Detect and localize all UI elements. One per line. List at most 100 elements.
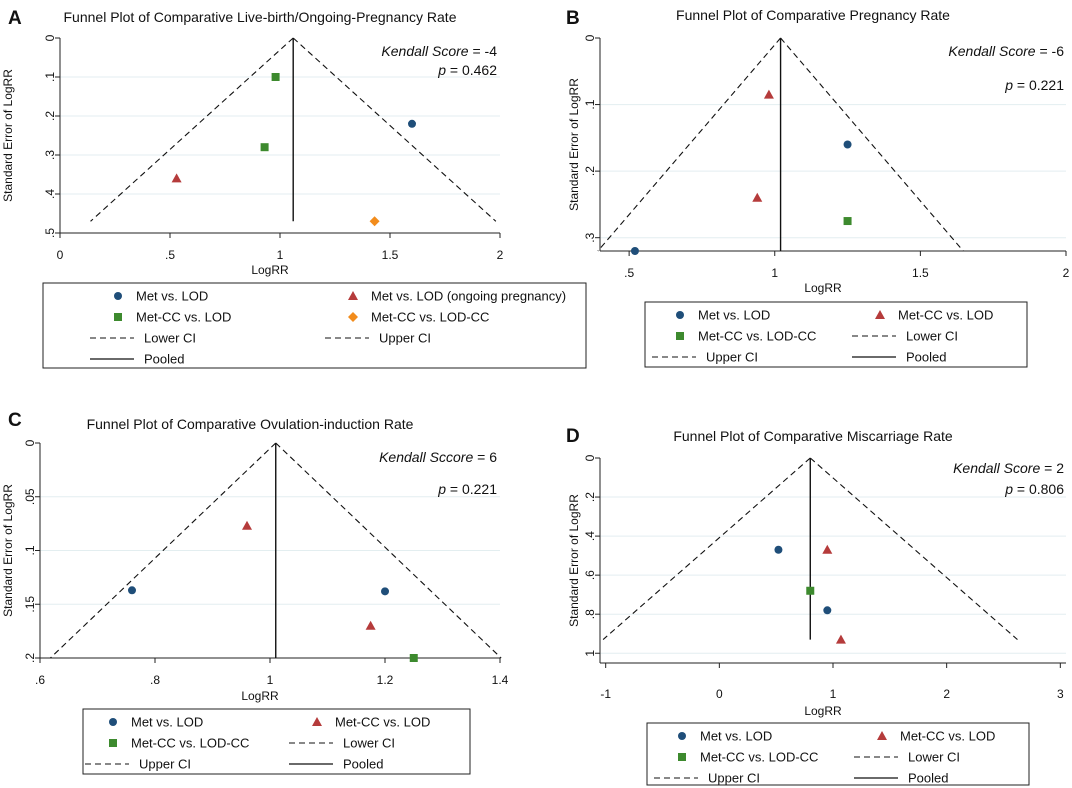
y-tick-label: .2 (23, 653, 37, 663)
upper-ci-line (780, 37, 964, 252)
lower-ci-line (597, 37, 781, 252)
y-axis-label: Standard Error of LogRR (567, 78, 581, 211)
kendall-score: Kendall Score = -6 (948, 43, 1064, 59)
legend-label: Met-CC vs. LOD-CC (698, 329, 816, 344)
y-axis-label: Standard Error of LogRR (1, 69, 15, 202)
y-tick-label: .1 (23, 545, 37, 555)
kendall-label: Kendall Score (953, 460, 1040, 476)
panel-b: B Funnel Plot of Comparative Pregnancy Ra… (566, 7, 1070, 368)
kendall-score: Kendall Score = -4 (381, 43, 497, 59)
y-tick-label: .3 (43, 150, 57, 160)
legend-box (42, 282, 587, 369)
p-number: = 0.221 (446, 481, 497, 497)
y-tick-label: .5 (43, 228, 57, 238)
data-point-met-cc-vs-lod (763, 89, 774, 99)
x-tick-label: 3 (1057, 687, 1064, 701)
p-label: p (437, 481, 446, 497)
legend-label: Met vs. LOD (ongoing pregnancy) (371, 289, 566, 304)
x-tick-label: .5 (624, 266, 634, 280)
upper-ci-line (275, 442, 502, 659)
data-point-met-cc-vs-lod (365, 620, 376, 630)
legend-marker-met-cc-vs-lod-cc (348, 312, 358, 322)
x-tick-label: .5 (165, 248, 175, 262)
lower-ci-line (602, 457, 811, 640)
chart-title: Funnel Plot of Comparative Ovulation-ind… (87, 416, 414, 432)
legend-label: Met-CC vs. LOD (136, 310, 231, 325)
legend-marker-met-vs-lod (114, 292, 122, 300)
panel-a: A Funnel Plot of Comparative Live-birth/O… (1, 8, 587, 369)
legend-marker-met-cc-vs-lod (877, 731, 887, 740)
legend-label: Met-CC vs. LOD-CC (131, 736, 249, 751)
data-point-met-cc-vs-lod (271, 73, 280, 81)
p-label: p (1004, 481, 1013, 497)
legend-marker-met-vs-lod (109, 718, 117, 726)
legend-label: Met vs. LOD (700, 729, 772, 744)
x-axis-label: LogRR (241, 689, 279, 703)
p-value: p = 0.221 (1004, 77, 1064, 93)
legend-marker-met-vs-lod (678, 732, 686, 740)
panel-d: D Funnel Plot of Comparative Miscarriage … (566, 426, 1066, 786)
x-tick-label: .8 (150, 673, 160, 687)
p-number: = 0.221 (1013, 77, 1064, 93)
legend-marker-met-cc-vs-lod (312, 717, 322, 726)
legend-label: Met-CC vs. LOD (335, 715, 430, 730)
y-axis-label: Standard Error of LogRR (1, 484, 15, 617)
p-value: p = 0.806 (1004, 481, 1064, 497)
x-axis-label: LogRR (804, 281, 842, 295)
x-tick-label: 1 (277, 248, 284, 262)
y-tick-label: 1 (583, 650, 597, 657)
panel-label: A (8, 8, 22, 29)
data-point-met-vs-lod-ongoing-pregnancy (171, 173, 182, 183)
legend-marker-met-vs-lod (676, 311, 684, 319)
x-tick-label: .6 (35, 673, 45, 687)
legend-marker-met-cc-vs-lod (114, 313, 122, 321)
x-tick-label: 1.2 (377, 673, 394, 687)
x-tick-label: 2 (497, 248, 504, 262)
lower-ci-line (90, 37, 294, 222)
legend-label: Met-CC vs. LOD (900, 729, 995, 744)
legend-label: Met-CC vs. LOD-CC (371, 310, 489, 325)
legend-label: Upper CI (708, 771, 760, 786)
kendall-value: = 2 (1040, 460, 1064, 476)
x-tick-label: 1 (771, 266, 778, 280)
legend-label: Pooled (343, 757, 383, 772)
data-point-met-cc-vs-lod (835, 634, 846, 644)
y-tick-label: .4 (583, 531, 597, 541)
kendall-label: Kendall Score (948, 43, 1035, 59)
y-tick-label: .05 (23, 488, 37, 505)
kendall-label: Kendall Sccore (379, 449, 473, 465)
p-number: = 0.462 (446, 62, 497, 78)
data-point-met-cc-vs-lod-cc (369, 216, 380, 227)
data-point-met-cc-vs-lod (752, 192, 763, 202)
data-point-met-cc-vs-lod-cc (843, 217, 852, 226)
kendall-score: Kendall Score = 2 (953, 460, 1064, 476)
p-label: p (437, 62, 446, 78)
legend: Met vs. LOD Met-CC vs. LOD Met-CC vs. LOD-… (646, 722, 1030, 786)
y-tick-label: .6 (583, 570, 597, 580)
legend-box (644, 301, 1028, 368)
legend-box (646, 722, 1030, 786)
legend-label: Met vs. LOD (131, 715, 203, 730)
x-tick-label: 1 (267, 673, 274, 687)
data-point-met-cc-vs-lod (260, 143, 269, 152)
legend-label: Lower CI (343, 736, 395, 751)
x-tick-label: 1.5 (912, 266, 929, 280)
panel-label: D (566, 426, 580, 447)
data-point-met-vs-lod (843, 140, 852, 149)
kendall-value: = 6 (473, 449, 497, 465)
lower-ci-line (49, 442, 277, 659)
legend-marker-met-vs-lod-ongoing-pregnancy (348, 291, 358, 300)
y-tick-label: .1 (583, 99, 597, 109)
y-axis-label: Standard Error of LogRR (567, 494, 581, 627)
legend-label: Met vs. LOD (698, 308, 770, 323)
p-number: = 0.806 (1013, 481, 1064, 497)
legend-label: Pooled (906, 350, 946, 365)
y-tick-label: .2 (583, 166, 597, 176)
legend-label: Met-CC vs. LOD-CC (700, 750, 818, 765)
legend-label: Lower CI (908, 750, 960, 765)
y-tick-label: .2 (583, 492, 597, 502)
data-point-met-cc-vs-lod (242, 520, 252, 530)
legend: Met vs. LOD Met-CC vs. LOD Met-CC vs. LOD-… (82, 708, 471, 775)
legend: Met vs. LOD Met vs. LOD (ongoing pregnanc… (42, 282, 587, 369)
